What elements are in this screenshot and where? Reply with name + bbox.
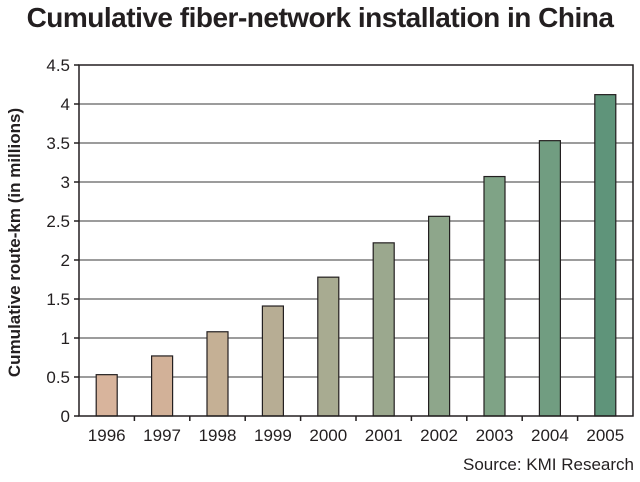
y-tick-label: 0.5	[46, 368, 70, 387]
x-tick-label: 2004	[531, 426, 569, 445]
x-tick-label: 1999	[254, 426, 292, 445]
x-tick-label: 1998	[199, 426, 237, 445]
x-tick-label: 2003	[476, 426, 514, 445]
y-tick-label: 1	[61, 329, 70, 348]
bar-2001	[372, 242, 395, 417]
x-tick-label: 2001	[365, 426, 403, 445]
y-tick-label: 1.5	[46, 290, 70, 309]
y-tick-label: 4	[61, 95, 70, 114]
bar-2005	[594, 94, 617, 417]
x-tick-label: 1996	[88, 426, 126, 445]
y-tick-label: 4.5	[46, 56, 70, 75]
source-note: Source: KMI Research	[462, 455, 634, 474]
y-tick-label: 3.5	[46, 134, 70, 153]
y-tick-label: 3	[61, 173, 70, 192]
y-tick-label: 2.5	[46, 212, 70, 231]
bar-1999	[261, 305, 284, 417]
x-tick-label: 2005	[586, 426, 624, 445]
y-axis-ticks: 0 0.5 1 1.5 2 2.5 3 3.5 4 4.5	[46, 56, 79, 426]
bar-2003	[483, 175, 506, 417]
y-axis-label: Cumulative route-km (in millions)	[5, 108, 24, 377]
bar-1996	[95, 374, 118, 417]
y-tick-label: 2	[61, 251, 70, 270]
x-tick-label: 1997	[143, 426, 181, 445]
x-tick-label: 2002	[420, 426, 458, 445]
bar-2000	[317, 276, 340, 417]
bar-2004	[538, 140, 562, 417]
x-tick-label: 2000	[309, 426, 347, 445]
x-axis-ticks: 1996 1997 1998 1999 2000 2001 2002 2003 2004 2005	[88, 416, 624, 445]
y-tick-label: 0	[61, 407, 70, 426]
bar-1997	[151, 355, 174, 417]
chart-title: Cumulative fiber-network installation in…	[26, 2, 614, 33]
bar-2002	[428, 215, 451, 417]
bar-1998	[206, 331, 229, 417]
